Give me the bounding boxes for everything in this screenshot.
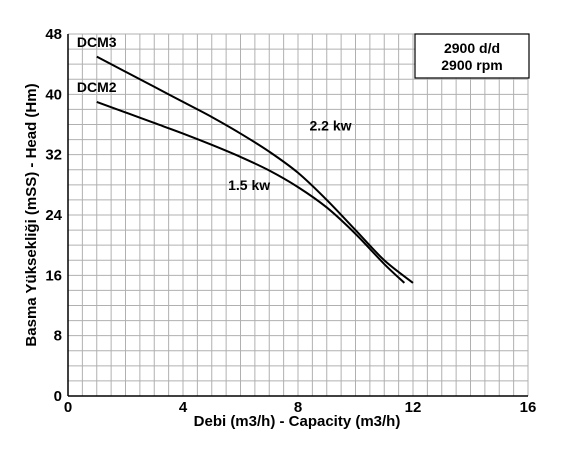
x-tick-label: 12 xyxy=(405,399,422,416)
y-tick-label: 40 xyxy=(45,86,62,103)
x-axis-label: Debi (m3/h) - Capacity (m3/h) xyxy=(194,413,401,430)
speed-legend-frame xyxy=(414,33,530,79)
x-tick-label: 16 xyxy=(520,399,537,416)
series-line-dcm2 xyxy=(96,100,406,284)
y-tick-label: 8 xyxy=(54,328,62,345)
series-labels: DCM3 2.2 kw DCM2 1.5 kw xyxy=(77,34,352,193)
speed-legend-box: 2900 d/d 2900 rpm xyxy=(414,33,530,79)
y-tick-label: 48 xyxy=(45,26,62,43)
y-tick-label: 0 xyxy=(54,388,62,405)
series-power-label: 1.5 kw xyxy=(228,177,270,193)
speed-legend-line1: 2900 d/d xyxy=(444,40,500,56)
y-axis-label: Basma Yüksekliği (mSS) - Head (Hm) xyxy=(23,83,40,346)
series-line-dcm3 xyxy=(96,55,414,284)
y-tick-label: 16 xyxy=(45,267,62,284)
x-tick-label: 4 xyxy=(179,399,188,416)
series-power-label: 2.2 kw xyxy=(310,118,352,134)
y-tick-label: 32 xyxy=(45,147,62,164)
y-tick-label: 24 xyxy=(45,207,62,224)
x-tick-label: 0 xyxy=(64,399,72,416)
grid xyxy=(67,33,529,397)
x-tick-label: 8 xyxy=(294,399,302,416)
series-curves xyxy=(96,55,414,284)
speed-legend-line2: 2900 rpm xyxy=(441,57,502,73)
series-name-label: DCM3 xyxy=(77,34,117,50)
series-name-label: DCM2 xyxy=(77,79,117,95)
